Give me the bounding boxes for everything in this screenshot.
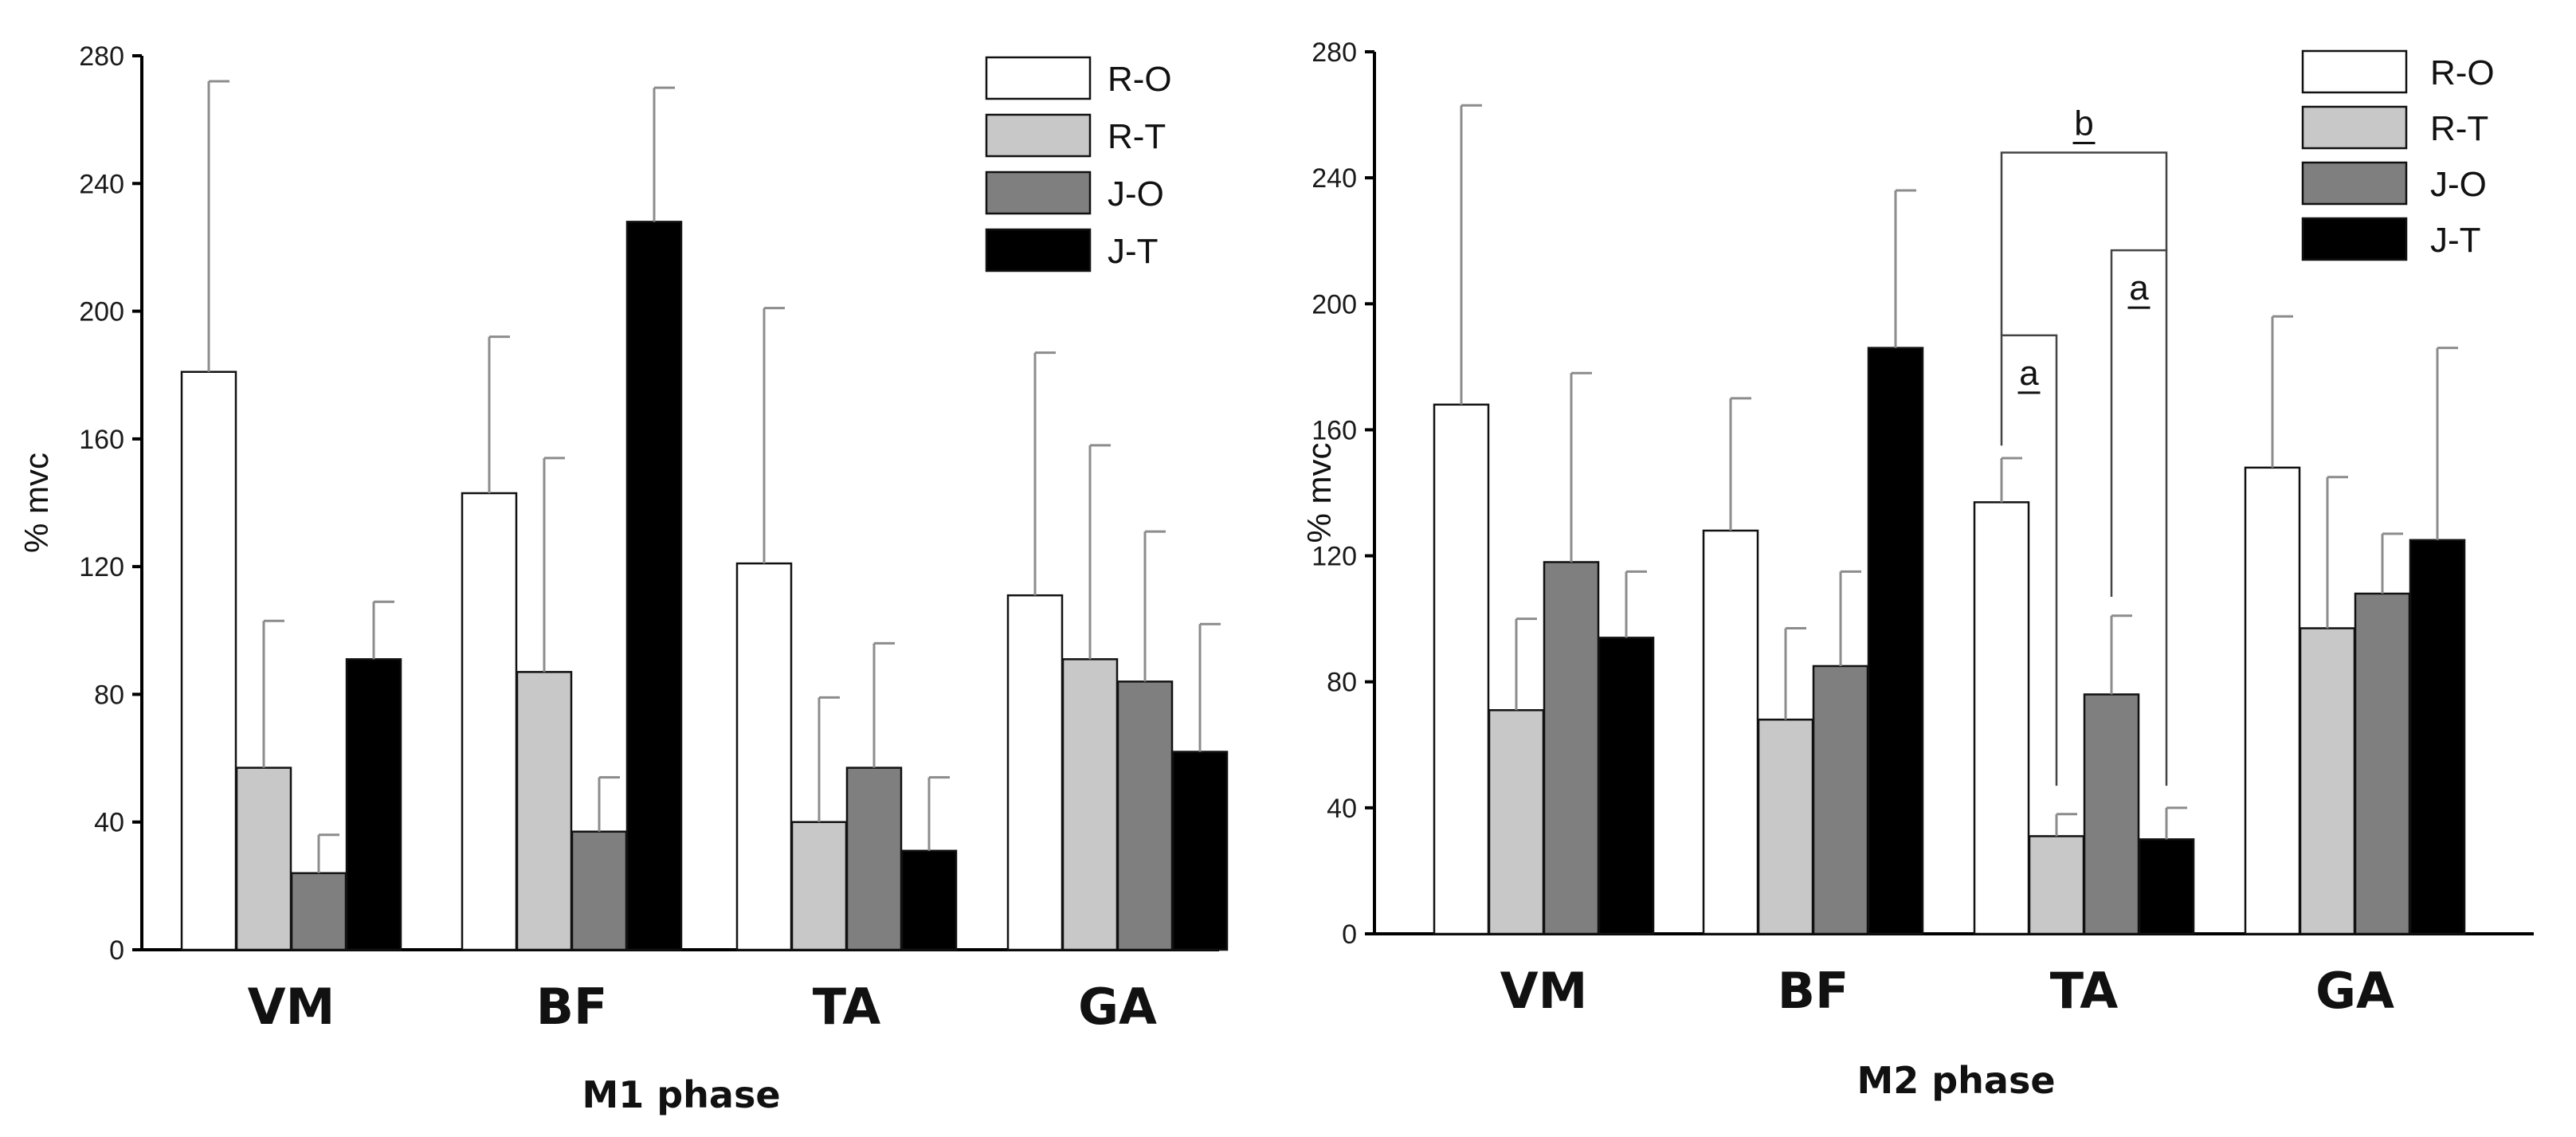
significance-bracket: b (2000, 104, 2168, 335)
x-category-label: TA (813, 978, 880, 1036)
legend-swatch-r-t (985, 113, 1092, 158)
bracket-line (2000, 151, 2168, 335)
y-tick-label: 200 (79, 297, 124, 327)
legend-label-j-o: J-O (2430, 165, 2487, 204)
y-tick-label: 280 (79, 41, 124, 72)
bar-r-o-vm (180, 371, 237, 951)
bar-j-t-vm (345, 658, 402, 951)
bar-j-o-vm (1543, 561, 1600, 935)
x-category-label: GA (1078, 978, 1157, 1036)
x-category-label: VM (1500, 962, 1588, 1020)
legend-swatch-r-o (2301, 49, 2408, 94)
bar-r-t-ta (790, 821, 848, 951)
x-category-label: BF (1778, 962, 1849, 1020)
bar-r-o-ta (735, 562, 793, 951)
bar-j-o-bf (570, 830, 628, 951)
legend-label-r-t: R-T (1108, 117, 1166, 156)
significance-bracket: a (2110, 249, 2168, 786)
y-tick-label: 240 (1312, 163, 1357, 194)
legend-swatch-r-t (2301, 105, 2408, 150)
bar-r-o-ga (2244, 466, 2301, 935)
y-tick-label: 40 (1327, 794, 1357, 824)
legend-label-r-o: R-O (1108, 60, 1172, 99)
y-tick-label: 200 (1312, 289, 1357, 320)
bar-j-t-ga (2409, 539, 2466, 935)
legend-swatch-j-o (2301, 161, 2408, 206)
bar-r-t-ta (2028, 835, 2085, 935)
significance-label: a (2019, 354, 2039, 393)
legend-swatch-j-t (985, 228, 1092, 272)
bar-r-t-bf (1757, 718, 1814, 935)
bar-j-t-bf (1867, 347, 1924, 935)
y-tick-label: 160 (1312, 415, 1357, 445)
significance-label: b (2074, 104, 2093, 143)
x-axis-title: M2 phase (1857, 1059, 2055, 1102)
bar-r-o-ta (1973, 501, 2030, 935)
bar-j-o-vm (290, 872, 347, 951)
bracket-line (2110, 249, 2168, 786)
y-tick-label: 0 (109, 935, 124, 966)
bar-j-o-ta (2083, 693, 2140, 935)
y-tick-label: 120 (1312, 542, 1357, 572)
bar-j-t-ta (900, 849, 958, 951)
legend-label-r-o: R-O (2430, 53, 2495, 92)
bar-j-o-ga (1116, 680, 1174, 951)
legend-swatch-j-t (2301, 217, 2408, 261)
bar-r-t-vm (1488, 709, 1545, 935)
bar-j-t-bf (625, 221, 683, 951)
y-axis-title: % mvc (18, 453, 55, 553)
significance-label: a (2129, 269, 2149, 308)
y-tick-label: 0 (1342, 919, 1357, 950)
legend: R-O R-T J-O J-T (2301, 49, 2495, 261)
bar-j-o-ta (845, 766, 903, 951)
x-axis-title: M1 phase (582, 1073, 780, 1116)
legend-swatch-r-o (985, 56, 1092, 100)
bar-j-t-vm (1598, 637, 1655, 935)
bar-r-o-vm (1433, 403, 1490, 935)
bar-j-t-ga (1171, 751, 1229, 951)
chart-panel-2: 0 40 80 120 160 200 240 280 % mvc VM BF TA GA M2 phas… (1300, 37, 2534, 1102)
chart-panel-1: 0 40 80 120 160 200 240 280 % mvc VM BF TA GA M1 phas… (18, 41, 1229, 1116)
legend-label-j-t: J-T (2430, 221, 2481, 260)
y-axis-title: % mvc (1300, 443, 1338, 543)
legend: R-O R-T J-O J-T (985, 56, 1172, 272)
y-tick-label: 120 (79, 552, 124, 582)
x-category-label: GA (2315, 962, 2394, 1020)
x-category-label: TA (2050, 962, 2118, 1020)
bar-r-o-bf (1702, 529, 1759, 935)
x-category-label: VM (248, 978, 335, 1036)
bar-r-t-ga (2299, 627, 2356, 935)
legend-label-j-t: J-T (1108, 232, 1159, 271)
bracket-line (2000, 334, 2058, 786)
y-tick-label: 40 (94, 808, 124, 838)
x-category-label: BF (536, 978, 608, 1036)
bar-r-t-bf (516, 671, 573, 951)
bar-j-o-ga (2354, 592, 2411, 935)
bar-r-o-bf (461, 492, 518, 951)
legend-label-r-t: R-T (2430, 109, 2488, 148)
y-tick-label: 240 (79, 169, 124, 199)
y-tick-label: 80 (1327, 668, 1357, 698)
legend-label-j-o: J-O (1108, 174, 1164, 214)
bar-r-o-ga (1006, 594, 1064, 951)
y-tick-label: 280 (1312, 37, 1357, 68)
bar-r-t-vm (235, 766, 292, 951)
bar-r-t-ga (1061, 658, 1119, 951)
bar-j-t-ta (2138, 838, 2195, 935)
legend-swatch-j-o (985, 171, 1092, 215)
significance-bracket: a (2000, 334, 2058, 786)
bar-j-o-bf (1812, 665, 1869, 935)
y-tick-label: 160 (79, 425, 124, 455)
y-tick-label: 80 (94, 680, 124, 710)
